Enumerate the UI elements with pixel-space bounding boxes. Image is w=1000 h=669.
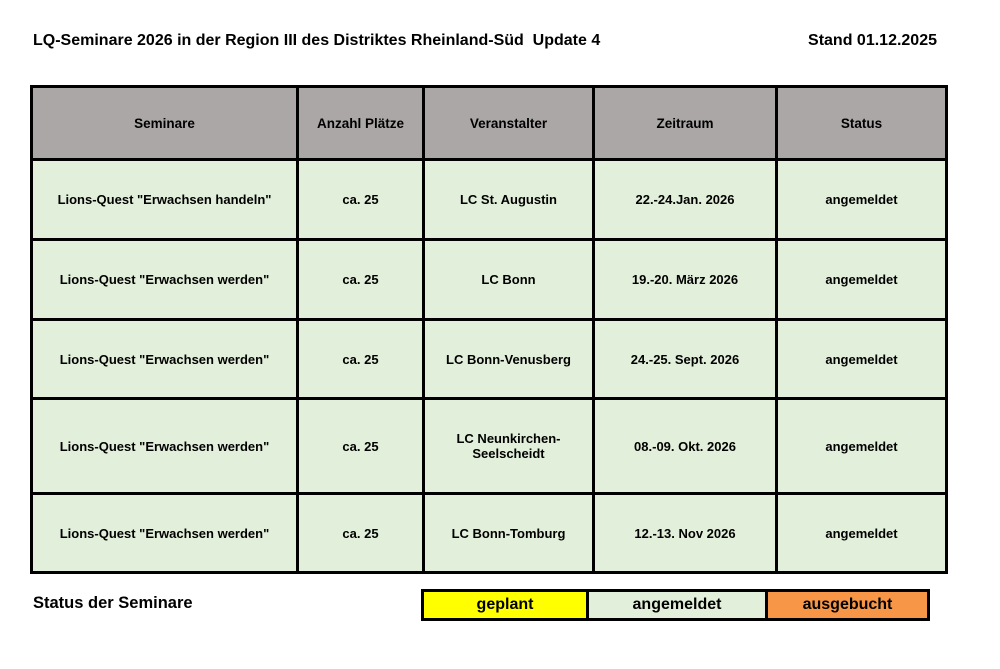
column-header-anzahl-plaetze: Anzahl Plätze <box>296 85 425 161</box>
legend-item-angemeldet: angemeldet <box>586 592 765 618</box>
table-row: Lions-Quest "Erwachsen werden" ca. 25 LC… <box>30 397 948 495</box>
title-row: LQ-Seminare 2026 in der Region III des D… <box>33 32 937 50</box>
cell-status: angemeldet <box>775 492 948 574</box>
cell-seminar: Lions-Quest "Erwachsen werden" <box>30 397 299 495</box>
cell-veranstalter: LC St. Augustin <box>422 158 595 241</box>
cell-status: angemeldet <box>775 158 948 241</box>
column-header-seminare: Seminare <box>30 85 299 161</box>
cell-zeitraum: 24.-25. Sept. 2026 <box>592 318 778 400</box>
page-title: LQ-Seminare 2026 in der Region III des D… <box>33 32 601 49</box>
table-row: Lions-Quest "Erwachsen handeln" ca. 25 L… <box>30 158 948 241</box>
column-header-veranstalter: Veranstalter <box>422 85 595 161</box>
cell-veranstalter: LC Neunkirchen-Seelscheidt <box>422 397 595 495</box>
cell-plaetze: ca. 25 <box>296 238 425 321</box>
table-row: Lions-Quest "Erwachsen werden" ca. 25 LC… <box>30 492 948 574</box>
cell-seminar: Lions-Quest "Erwachsen werden" <box>30 238 299 321</box>
cell-seminar: Lions-Quest "Erwachsen handeln" <box>30 158 299 241</box>
cell-plaetze: ca. 25 <box>296 318 425 400</box>
cell-zeitraum: 12.-13. Nov 2026 <box>592 492 778 574</box>
column-header-status: Status <box>775 85 948 161</box>
cell-veranstalter: LC Bonn-Tomburg <box>422 492 595 574</box>
stand-date: Stand 01.12.2025 <box>808 32 937 49</box>
table-header-row: Seminare Anzahl Plätze Veranstalter Zeit… <box>30 85 948 161</box>
table-row: Lions-Quest "Erwachsen werden" ca. 25 LC… <box>30 318 948 400</box>
seminars-table: Seminare Anzahl Plätze Veranstalter Zeit… <box>30 85 948 574</box>
cell-status: angemeldet <box>775 318 948 400</box>
cell-plaetze: ca. 25 <box>296 397 425 495</box>
cell-veranstalter: LC Bonn <box>422 238 595 321</box>
cell-zeitraum: 19.-20. März 2026 <box>592 238 778 321</box>
table-row: Lions-Quest "Erwachsen werden" ca. 25 LC… <box>30 238 948 321</box>
cell-plaetze: ca. 25 <box>296 158 425 241</box>
legend-title: Status der Seminare <box>33 594 193 612</box>
cell-status: angemeldet <box>775 397 948 495</box>
cell-seminar: Lions-Quest "Erwachsen werden" <box>30 492 299 574</box>
cell-veranstalter: LC Bonn-Venusberg <box>422 318 595 400</box>
cell-status: angemeldet <box>775 238 948 321</box>
status-legend: geplant angemeldet ausgebucht <box>421 589 930 621</box>
cell-seminar: Lions-Quest "Erwachsen werden" <box>30 318 299 400</box>
cell-zeitraum: 22.-24.Jan. 2026 <box>592 158 778 241</box>
cell-zeitraum: 08.-09. Okt. 2026 <box>592 397 778 495</box>
legend-item-ausgebucht: ausgebucht <box>765 592 927 618</box>
legend-item-geplant: geplant <box>424 592 586 618</box>
column-header-zeitraum: Zeitraum <box>592 85 778 161</box>
cell-plaetze: ca. 25 <box>296 492 425 574</box>
